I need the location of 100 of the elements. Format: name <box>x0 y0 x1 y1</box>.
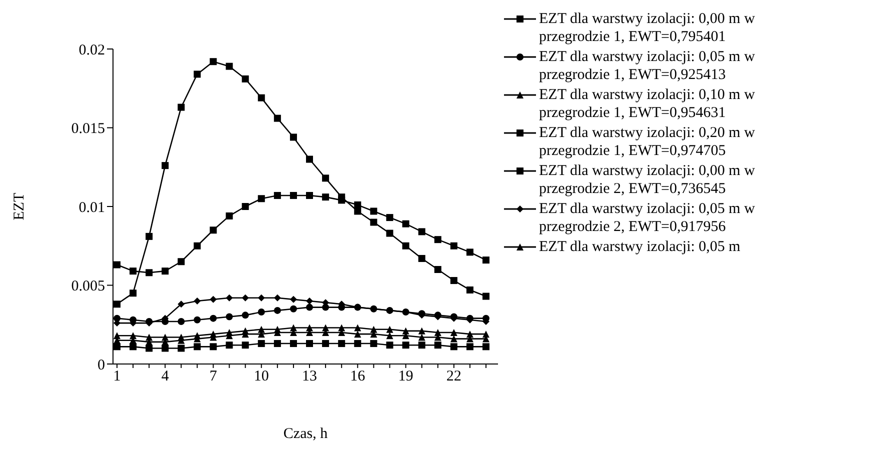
point <box>290 296 297 303</box>
point <box>130 332 137 340</box>
point <box>418 334 426 341</box>
point <box>482 256 490 264</box>
point <box>306 298 314 304</box>
point <box>306 156 314 163</box>
point <box>194 316 201 324</box>
point <box>274 340 281 348</box>
point <box>290 340 297 348</box>
point <box>194 298 201 304</box>
point <box>402 220 410 228</box>
point <box>354 340 362 348</box>
point <box>370 218 378 226</box>
point <box>274 192 281 199</box>
point <box>210 296 217 303</box>
point <box>226 342 233 349</box>
point <box>194 242 201 250</box>
point <box>114 300 121 308</box>
point <box>434 342 442 349</box>
legend-label: EZT dla warstwy izolacji: 0,00 m w przegrodzie 1, EWT=0,795401 <box>539 10 756 46</box>
point <box>290 134 297 141</box>
point <box>338 340 346 348</box>
point <box>274 306 281 314</box>
point <box>322 194 330 201</box>
point <box>450 277 458 284</box>
point <box>162 344 169 352</box>
point <box>114 261 121 268</box>
point <box>162 268 169 275</box>
point <box>306 304 314 311</box>
point <box>290 192 297 199</box>
point <box>354 330 362 338</box>
point <box>274 294 281 302</box>
x-tick-label: 22 <box>446 368 462 385</box>
point <box>466 248 474 256</box>
point <box>130 290 137 297</box>
y-tick-label: 0.015 <box>71 121 105 138</box>
point <box>402 342 410 349</box>
point <box>242 75 249 82</box>
point <box>258 340 265 348</box>
legend-label: EZT dla warstwy izolacji: 0,05 m w przegrodzie 2, EWT=0,917956 <box>539 200 756 236</box>
point <box>226 313 233 320</box>
point <box>178 104 185 111</box>
point <box>306 192 314 199</box>
point <box>354 324 362 332</box>
point <box>226 294 233 302</box>
point <box>338 194 346 201</box>
point <box>370 208 378 215</box>
x-tick-label: 16 <box>350 368 366 385</box>
x-tick-label: 4 <box>161 368 170 385</box>
point <box>242 342 249 349</box>
point <box>242 203 249 210</box>
point <box>178 318 185 325</box>
point <box>450 329 458 336</box>
point <box>402 242 410 250</box>
legend-label: EZT dla warstwy izolacji: 0,05 m <box>539 238 742 256</box>
point <box>386 326 394 333</box>
point <box>418 228 426 236</box>
point <box>466 286 474 294</box>
point <box>450 335 458 342</box>
point <box>386 332 394 340</box>
point <box>178 300 185 308</box>
point <box>146 344 153 352</box>
point <box>130 268 137 275</box>
point <box>434 266 442 273</box>
point <box>146 269 153 276</box>
point <box>226 212 233 220</box>
point <box>178 344 185 352</box>
legend-label: EZT dla warstwy izolacji: 0,10 m w przegrodzie 1, EWT=0,954631 <box>539 86 756 122</box>
point <box>178 258 185 266</box>
point <box>482 343 490 350</box>
point <box>274 114 281 122</box>
point <box>194 343 201 350</box>
point <box>242 312 249 319</box>
y-tick-label: 0.005 <box>71 278 105 295</box>
point <box>418 254 426 262</box>
x-axis-title: Czas, h <box>283 426 328 442</box>
point <box>418 327 426 334</box>
legend-label: EZT dla warstwy izolacji: 0,20 m w przegrodzie 1, EWT=0,974705 <box>539 124 756 160</box>
point <box>258 195 265 202</box>
point <box>258 308 265 316</box>
point <box>146 232 153 240</box>
point <box>386 342 394 349</box>
x-tick-label: 13 <box>302 368 318 385</box>
point <box>242 294 249 302</box>
legend-label: EZT dla warstwy izolacji: 0,05 m w przegrodzie 1, EWT=0,925413 <box>539 48 756 84</box>
y-axis-title: EZT <box>11 192 28 220</box>
point <box>418 342 426 349</box>
point <box>322 174 330 182</box>
point <box>482 292 490 300</box>
x-tick-label: 19 <box>398 368 414 385</box>
point <box>450 343 458 350</box>
point <box>306 340 314 348</box>
point <box>210 58 217 66</box>
x-tick-label: 10 <box>254 368 269 385</box>
point <box>114 332 121 340</box>
point <box>210 314 217 322</box>
point <box>162 162 169 170</box>
legend-label: EZT dla warstwy izolacji: 0,00 m w przegrodzie 2, EWT=0,736545 <box>539 162 756 198</box>
point <box>290 305 297 312</box>
y-tick-label: 0.01 <box>78 200 105 216</box>
